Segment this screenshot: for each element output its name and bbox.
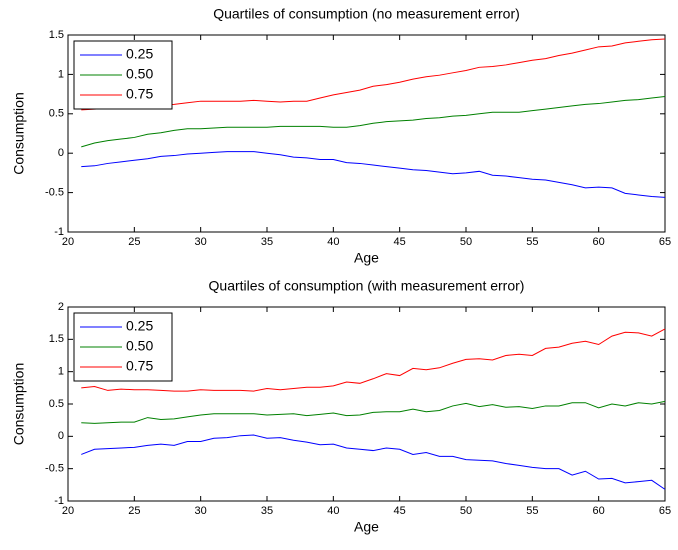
- series-line: [81, 151, 666, 198]
- x-axis-label: Age: [354, 250, 379, 266]
- y-tick-label: 1: [58, 366, 64, 378]
- x-tick-label: 30: [195, 236, 207, 248]
- legend-label: 0.75: [126, 86, 153, 102]
- chart-title: Quartiles of consumption (no measurement…: [213, 6, 520, 22]
- y-tick-label: -1: [54, 495, 64, 507]
- y-tick-label: -0.5: [45, 463, 64, 475]
- x-tick-label: 25: [128, 236, 140, 248]
- series-line: [81, 328, 666, 392]
- x-tick-label: 25: [128, 505, 140, 517]
- x-tick-label: 65: [659, 236, 671, 248]
- x-tick-label: 60: [593, 505, 605, 517]
- y-axis-label: Consumption: [11, 92, 27, 175]
- x-tick-label: 20: [62, 236, 74, 248]
- x-tick-label: 50: [460, 505, 472, 517]
- x-tick-label: 35: [261, 505, 273, 517]
- y-tick-label: 1: [58, 68, 64, 80]
- y-tick-label: 1.5: [49, 333, 64, 345]
- y-tick-label: -0.5: [45, 187, 64, 199]
- x-axis-label: Age: [354, 519, 379, 535]
- x-tick-label: 45: [394, 236, 406, 248]
- y-tick-label: 0.5: [49, 398, 64, 410]
- chart-title: Quartiles of consumption (with measureme…: [209, 278, 525, 294]
- x-tick-label: 35: [261, 236, 273, 248]
- series-line: [81, 400, 666, 424]
- series-line: [81, 38, 666, 111]
- legend-label: 0.50: [126, 338, 153, 354]
- series-line: [81, 434, 666, 490]
- y-tick-label: 0: [58, 147, 64, 159]
- x-tick-label: 55: [526, 236, 538, 248]
- x-tick-label: 45: [394, 505, 406, 517]
- y-tick-label: 2: [58, 301, 64, 313]
- y-tick-label: -1: [54, 226, 64, 238]
- x-tick-label: 30: [195, 505, 207, 517]
- y-tick-label: 0.5: [49, 108, 64, 120]
- y-tick-label: 0: [58, 430, 64, 442]
- legend-label: 0.25: [126, 318, 153, 334]
- legend-label: 0.50: [126, 66, 153, 82]
- x-tick-label: 50: [460, 236, 472, 248]
- x-tick-label: 60: [593, 236, 605, 248]
- x-tick-label: 20: [62, 505, 74, 517]
- y-axis-label: Consumption: [11, 363, 27, 446]
- x-tick-label: 65: [659, 505, 671, 517]
- legend-label: 0.25: [126, 46, 153, 62]
- legend-box: [73, 40, 173, 110]
- y-tick-label: 1.5: [49, 29, 64, 41]
- x-tick-label: 40: [327, 236, 339, 248]
- legend-label: 0.75: [126, 358, 153, 374]
- x-tick-label: 55: [526, 505, 538, 517]
- x-tick-label: 40: [327, 505, 339, 517]
- series-line: [81, 95, 666, 148]
